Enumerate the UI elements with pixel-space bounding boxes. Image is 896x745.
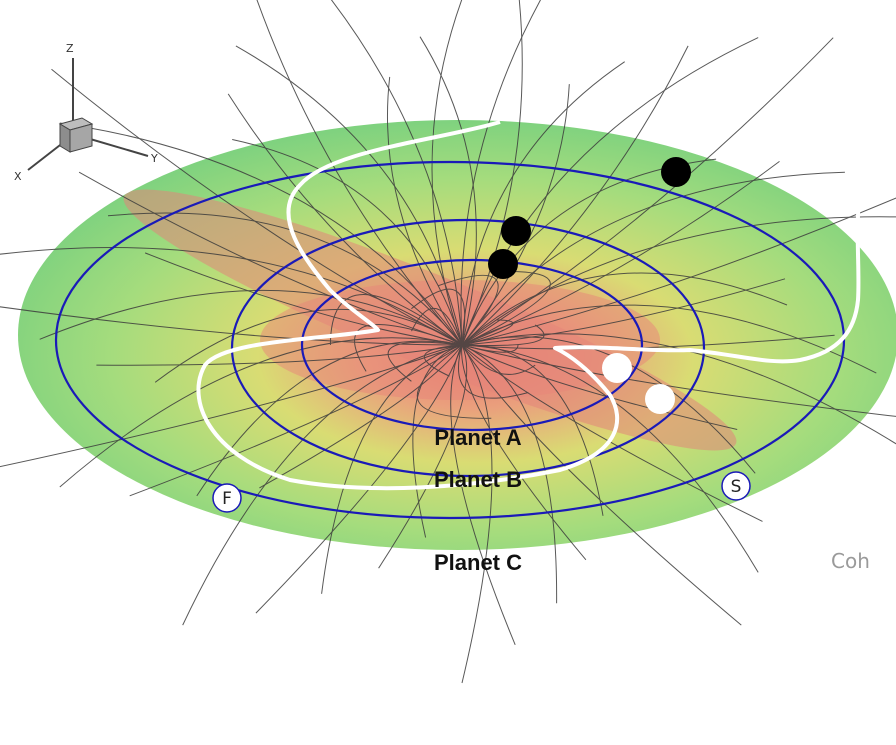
planet-dark-1 xyxy=(661,157,691,187)
field-line xyxy=(129,344,463,497)
field-line xyxy=(259,344,463,489)
field-line xyxy=(461,272,788,346)
field-loop xyxy=(461,344,536,375)
field-line xyxy=(461,344,604,516)
field-line xyxy=(450,344,516,645)
field-line xyxy=(0,306,463,346)
field-line xyxy=(182,344,463,626)
axis-label-z: Z xyxy=(66,42,74,55)
field-loop xyxy=(387,341,463,382)
field-line xyxy=(144,252,463,346)
field-line xyxy=(227,93,463,346)
axis-triad: Z Y X xyxy=(14,42,158,183)
field-line xyxy=(0,246,463,346)
field-line xyxy=(412,344,463,538)
field-line xyxy=(461,61,625,346)
field-loop xyxy=(329,294,463,346)
axis-label-y: Y xyxy=(150,152,158,165)
field-loop xyxy=(438,274,499,346)
field-loop xyxy=(416,344,492,419)
label-planet-a: Planet A xyxy=(434,425,521,450)
field-loop xyxy=(424,344,463,377)
orbit-planet-c xyxy=(54,160,846,520)
field-line xyxy=(461,344,759,573)
orbit-planet-b xyxy=(230,218,706,478)
field-line xyxy=(460,0,542,346)
field-line xyxy=(321,344,463,594)
field-line xyxy=(461,344,763,522)
field-line xyxy=(461,160,780,346)
field-line xyxy=(256,0,463,346)
field-line xyxy=(0,344,463,468)
field-line xyxy=(461,344,558,604)
marker-f: F xyxy=(212,483,242,513)
field-loop xyxy=(461,324,545,347)
field-line xyxy=(461,344,742,626)
field-line xyxy=(39,289,463,346)
field-line xyxy=(330,0,463,346)
field-line xyxy=(461,84,570,346)
planet-light-1 xyxy=(602,353,632,383)
axis-cube-icon xyxy=(58,117,94,153)
field-line xyxy=(461,37,759,346)
field-line xyxy=(461,304,877,374)
field-line xyxy=(255,344,463,614)
field-line xyxy=(235,45,463,346)
label-planet-b: Planet B xyxy=(434,467,522,492)
field-loop xyxy=(354,324,463,372)
svg-text:F: F xyxy=(222,489,232,509)
field-loop xyxy=(461,270,551,346)
field-line xyxy=(461,216,896,346)
marker-s: S xyxy=(721,471,751,501)
axis-label-x: X xyxy=(14,170,22,183)
caption-fragment: Coh xyxy=(831,549,870,573)
field-loop xyxy=(461,344,519,353)
field-line xyxy=(51,68,463,346)
field-line xyxy=(387,76,463,346)
field-line xyxy=(461,278,786,346)
field-line xyxy=(461,344,738,430)
field-line xyxy=(431,0,463,346)
field-loop xyxy=(458,344,529,399)
orbit-planet-a xyxy=(300,258,644,432)
field-line xyxy=(461,197,896,346)
field-loop xyxy=(411,288,466,346)
planet-dark-2 xyxy=(501,216,531,246)
svg-text:S: S xyxy=(731,477,742,497)
field-line xyxy=(461,344,493,684)
field-line xyxy=(232,139,463,346)
field-line xyxy=(107,212,463,346)
field-lines xyxy=(0,0,896,684)
label-planet-c: Planet C xyxy=(434,550,522,575)
field-line xyxy=(59,337,463,488)
field-line xyxy=(461,0,523,346)
field-line xyxy=(419,36,477,346)
field-line xyxy=(196,340,463,497)
field-loop xyxy=(461,319,514,346)
field-line xyxy=(461,171,845,346)
field-loop xyxy=(411,307,463,346)
field-line xyxy=(59,122,463,346)
current-sheet xyxy=(196,120,862,491)
planet-dark-3 xyxy=(488,249,518,279)
planet-light-2 xyxy=(645,384,675,414)
